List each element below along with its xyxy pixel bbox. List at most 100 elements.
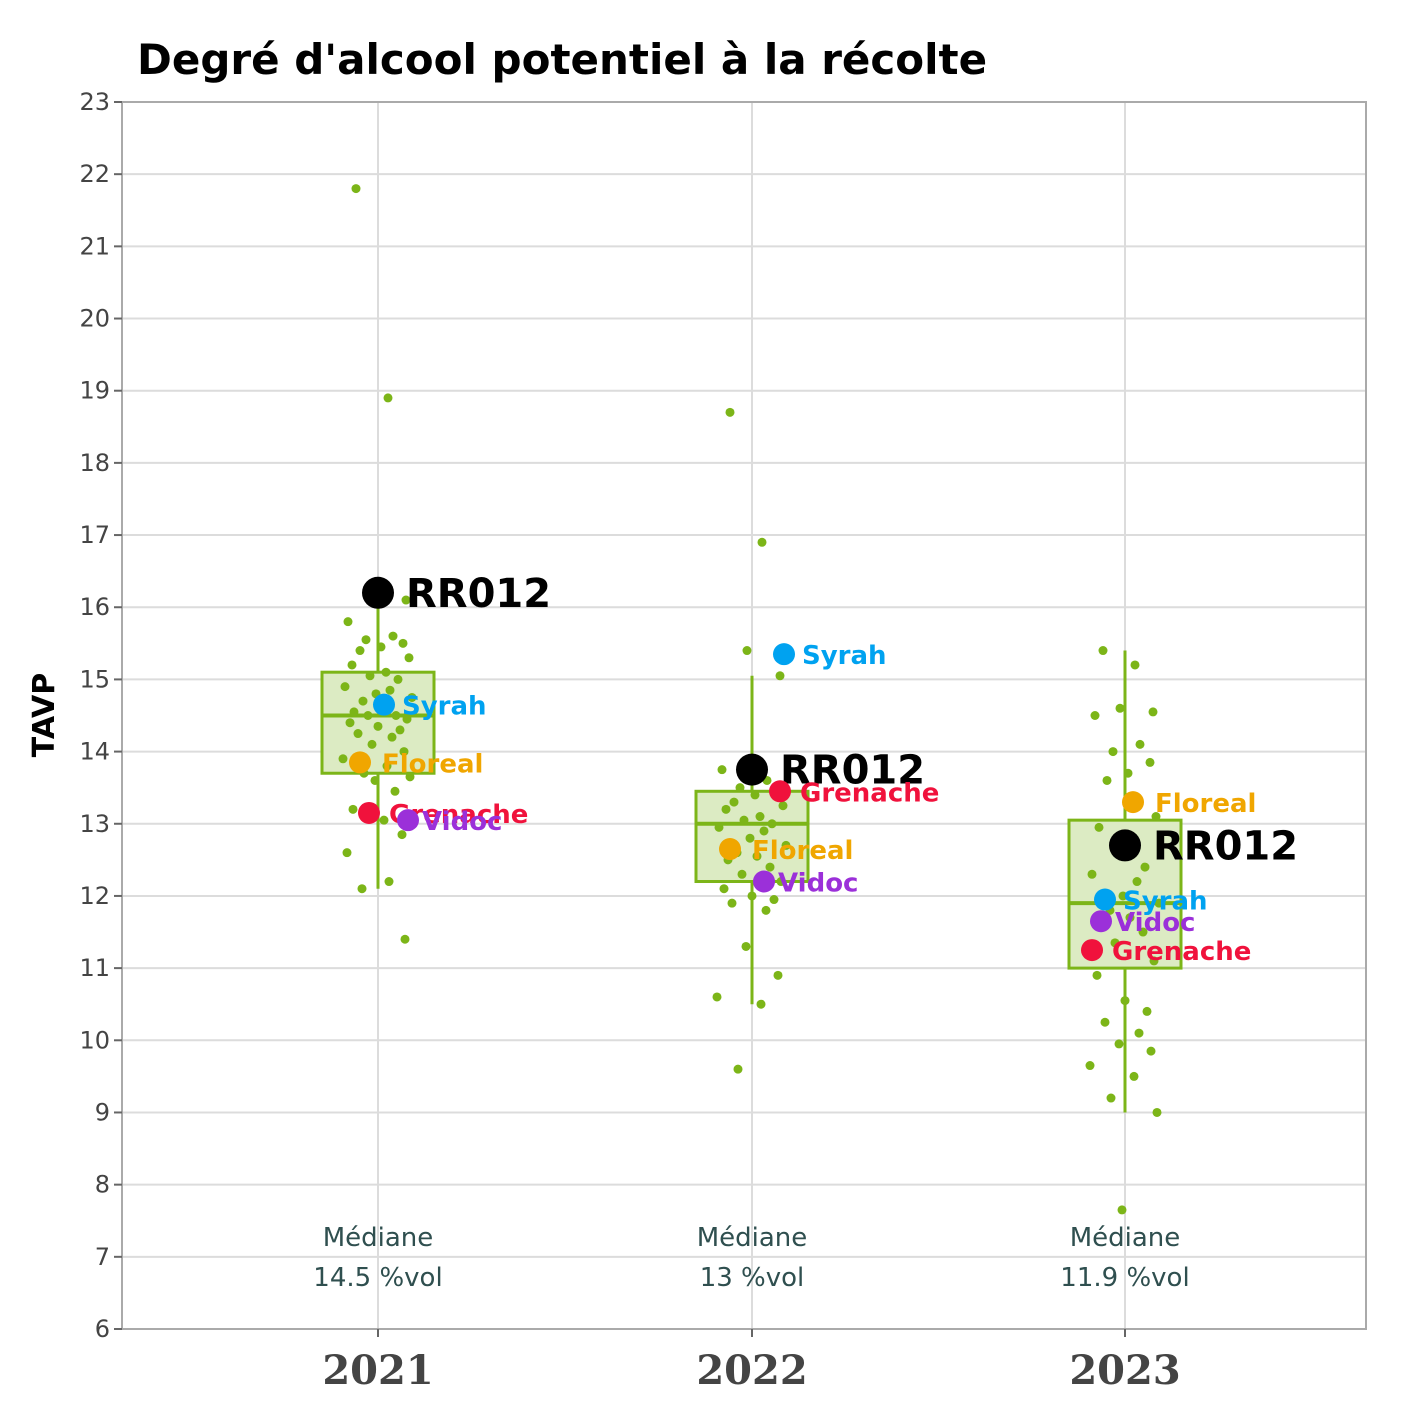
x-tick-label: 2021	[322, 1347, 433, 1394]
highlight-label: Syrah	[1123, 887, 1208, 917]
data-point	[717, 765, 727, 775]
data-point	[357, 884, 367, 894]
data-point	[712, 992, 722, 1002]
y-tick-label: 9	[95, 1098, 110, 1126]
data-point	[778, 801, 788, 811]
data-point	[737, 869, 747, 879]
y-tick-label: 23	[79, 88, 110, 116]
data-point	[349, 707, 359, 717]
data-point	[397, 830, 407, 840]
data-point	[355, 646, 365, 656]
data-point	[1085, 1061, 1095, 1071]
data-point	[340, 682, 350, 692]
data-point	[1102, 775, 1112, 785]
data-point	[390, 786, 400, 796]
highlight-point	[1090, 910, 1112, 933]
data-point	[365, 671, 375, 681]
data-point	[725, 407, 735, 417]
data-point	[400, 934, 410, 944]
highlight-point	[358, 801, 380, 824]
data-point	[1108, 747, 1118, 757]
data-point	[399, 747, 409, 757]
data-point	[1117, 1205, 1127, 1215]
highlight-point	[373, 693, 395, 716]
highlight-label: Floreal	[752, 836, 853, 866]
highlight-point	[1122, 791, 1144, 814]
data-point	[393, 674, 403, 684]
highlight-label: Grenache	[1112, 937, 1251, 967]
data-point	[367, 739, 377, 749]
data-point	[1132, 877, 1142, 887]
highlight-label: Vidoc	[778, 869, 858, 899]
y-tick-label: 8	[95, 1171, 110, 1199]
data-point	[769, 895, 779, 905]
data-point	[1151, 812, 1161, 822]
data-point	[776, 877, 786, 887]
data-point	[1134, 1028, 1144, 1038]
chart-title: Degré d'alcool potentiel à la récolte	[137, 35, 987, 84]
y-tick-label: 11	[79, 954, 110, 982]
data-point	[342, 848, 352, 858]
data-point	[348, 804, 358, 814]
data-point	[727, 898, 737, 908]
x-tick-label: 2023	[1069, 1347, 1180, 1394]
y-tick-label: 13	[79, 810, 110, 838]
median-value-text: 14.5 %vol	[313, 1263, 442, 1293]
data-point	[387, 732, 397, 742]
highlight-point	[769, 780, 791, 803]
data-point	[382, 761, 392, 771]
y-tick-label: 6	[95, 1315, 110, 1343]
data-point	[1106, 1093, 1116, 1103]
data-point	[735, 783, 745, 793]
data-point	[361, 635, 371, 645]
data-point	[1130, 660, 1140, 670]
plot-frame	[121, 101, 1367, 1330]
data-point	[1154, 898, 1164, 908]
data-point	[767, 819, 777, 829]
y-tick-label: 7	[95, 1243, 110, 1271]
data-point	[1087, 869, 1097, 879]
data-point	[1149, 956, 1159, 966]
y-tick-label: 10	[79, 1026, 110, 1054]
y-tick-label: 14	[79, 738, 110, 766]
data-point	[755, 812, 765, 822]
y-tick-label: 17	[79, 521, 110, 549]
data-point	[1148, 707, 1158, 717]
data-point	[761, 905, 771, 915]
data-point	[370, 775, 380, 785]
median-caption: Médiane	[1070, 1223, 1181, 1253]
data-point	[1098, 646, 1108, 656]
y-tick-label: 16	[79, 593, 110, 621]
median-annotations: Médiane 14.5 %vol Médiane 13 %vol Médiane 11.…	[313, 1223, 1189, 1293]
data-point	[729, 797, 739, 807]
highlight-point	[1109, 829, 1141, 862]
data-point	[1110, 938, 1120, 948]
data-point	[358, 696, 368, 706]
data-point	[1152, 1107, 1162, 1117]
highlight-label: RR012	[406, 571, 551, 617]
y-tick-label: 19	[79, 377, 110, 405]
highlight-label: Vidoc	[422, 807, 502, 837]
highlight-point	[1081, 939, 1103, 962]
grid-lines	[122, 101, 1366, 1330]
highlight-point	[349, 751, 371, 774]
data-point	[750, 790, 760, 800]
highlight-point	[736, 753, 768, 786]
highlighted-varieties: RR012 RR012 RR012 Syrah Syrah Syrah Floreal Flo…	[349, 571, 1298, 967]
highlight-label: Grenache	[800, 778, 939, 808]
y-tick-label: 22	[79, 160, 110, 188]
highlight-label: Syrah	[802, 641, 887, 671]
data-point	[745, 833, 755, 843]
data-point	[719, 884, 729, 894]
y-axis: 6 7 8 9 10 11 12 13 14 15 16 17 18 19 20 21 22 23	[79, 88, 122, 1343]
data-point	[404, 653, 414, 663]
data-point	[733, 1064, 743, 1074]
y-tick-label: 20	[79, 305, 110, 333]
highlight-point	[773, 643, 795, 666]
data-point	[363, 711, 373, 720]
highlight-label: RR012	[1153, 823, 1298, 869]
data-point	[351, 184, 361, 194]
data-point	[347, 660, 357, 670]
data-point	[1129, 1071, 1139, 1081]
